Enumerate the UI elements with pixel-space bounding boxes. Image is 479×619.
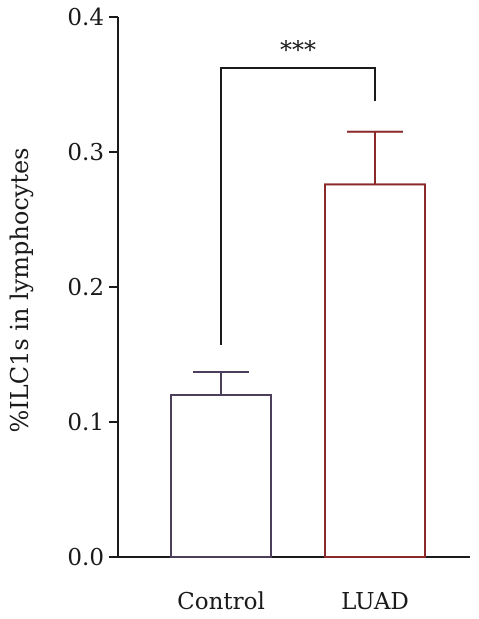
significance-label: ***: [280, 36, 316, 64]
y-axis-label: %ILC1s in lymphocytes: [6, 148, 34, 433]
y-tick-label: 0.0: [67, 545, 104, 571]
significance-bracket: [220, 67, 376, 345]
x-tick-label: Control: [177, 589, 265, 615]
y-tick-label: 0.2: [67, 275, 104, 301]
y-tick-label: 0.4: [67, 5, 104, 31]
y-tick-label: 0.3: [67, 140, 104, 166]
x-tick-label: LUAD: [341, 589, 409, 615]
bar-control: [170, 394, 272, 558]
y-tick-label: 0.1: [67, 410, 104, 436]
bar-luad: [324, 183, 426, 558]
